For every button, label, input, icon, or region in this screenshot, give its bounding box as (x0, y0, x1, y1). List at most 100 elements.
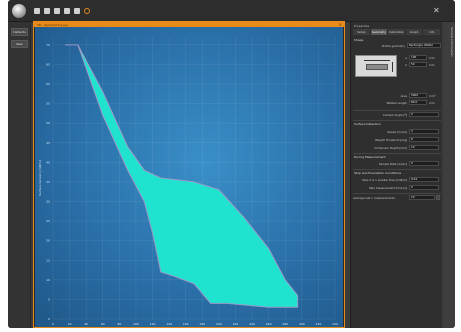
side-tab-label: Sample Information (450, 27, 454, 57)
section-surface-detection: Surface Detection (354, 122, 381, 126)
defaults-button[interactable]: Defaults (11, 28, 28, 36)
y-tick-label: 25 (46, 219, 50, 223)
divider (353, 193, 441, 194)
side-tab[interactable]: Sample Information (444, 22, 455, 328)
tab-geometry[interactable]: Geometry (370, 29, 389, 35)
plot-title-bar[interactable]: 3D - Spectral Survey × (34, 22, 344, 27)
x-tick-label: 40 (84, 322, 88, 326)
max-time-field[interactable]: 0 (409, 185, 439, 190)
wetted-length-field[interactable]: 80.0 (409, 100, 427, 105)
x-tick-label: 180 (199, 322, 205, 326)
width-label: a (405, 56, 407, 60)
y-tick-label: 45 (46, 141, 50, 145)
settings-icon[interactable] (84, 8, 90, 14)
y-tick-label: 5 (48, 297, 50, 301)
width-unit: mm (429, 56, 435, 60)
tab-calibration[interactable]: Calibration (388, 29, 406, 35)
height-label: b (405, 63, 407, 67)
y-tick-label: 30 (46, 200, 50, 204)
area-series-0[interactable] (64, 44, 299, 308)
sample-rate-field[interactable]: 0 (409, 161, 439, 166)
plot-title: 3D - Spectral Survey (37, 22, 68, 27)
tab-setup[interactable]: Setup (353, 29, 371, 35)
x-tick-label: 120 (150, 322, 156, 326)
divider (353, 110, 441, 111)
average-stepper[interactable] (436, 195, 440, 200)
export-icon[interactable] (64, 8, 70, 14)
x-tick-label: 280 (282, 322, 288, 326)
x-tick-label: 220 (233, 322, 239, 326)
x-tick-label: 80 (117, 322, 121, 326)
plot-window: 3D - Spectral Survey × 0 20 40 60 80 100 120 14… (33, 21, 345, 328)
property-tabs: Setup Geometry Calibration Graph Info (353, 29, 441, 35)
x-tick-label: 0 (52, 322, 54, 326)
x-tick-label: 60 (101, 322, 105, 326)
y-tick-label: 20 (46, 239, 50, 243)
tab-graph[interactable]: Graph (405, 29, 424, 35)
weight-threshold-label: Weight Threshold [mg] (375, 138, 407, 142)
logo-icon[interactable] (12, 4, 26, 18)
left-rail: Defaults New (8, 22, 31, 328)
sample-rate-label: Sample Rate [1/sec] (378, 162, 407, 166)
plot-area[interactable]: 0 20 40 60 80 100 120 140 160 180 200 220 240 260 280 3… (35, 27, 343, 327)
plate-shape (366, 64, 388, 70)
immersion-depth-field[interactable]: 10 (409, 145, 439, 150)
plot-close-icon[interactable]: × (338, 22, 342, 27)
divider (353, 169, 441, 170)
x-tick-label: 200 (216, 322, 222, 326)
app-window: ✕ Defaults New 3D - Spectral Survey × 0 2… (8, 0, 455, 328)
contact-angle-label: Contact Angle [º] (382, 113, 407, 117)
x-tick-label: 240 (249, 322, 255, 326)
section-stop-conditions: Stop and Evaluation Conditions (354, 171, 402, 175)
height-unit: mm (429, 63, 435, 67)
y-axis-label: Surface tension [mN/m] (38, 160, 42, 196)
new-button[interactable]: New (11, 40, 28, 48)
section-shape: Shape (354, 38, 364, 42)
height-dimension (392, 62, 393, 72)
y-tick-label: 55 (46, 102, 50, 106)
wetted-length-unit: mm (429, 101, 435, 105)
profile-select[interactable]: Rectangle (Plate) (407, 43, 441, 48)
tab-info[interactable]: Info (423, 29, 441, 35)
weight-threshold-field[interactable]: 8 (409, 137, 439, 142)
save-icon[interactable] (54, 8, 60, 14)
x-tick-label: 340 (332, 322, 338, 326)
y-tick-label: 65 (46, 62, 50, 66)
wetted-length-label: Wetted Length (386, 101, 407, 105)
profile-label: Profile geometry (381, 44, 405, 48)
top-toolbar: ✕ (8, 0, 455, 22)
width-field[interactable]: 100 (409, 55, 427, 60)
height-field[interactable]: 50 (409, 62, 427, 67)
y-tick-label: 70 (46, 43, 50, 47)
area-label: Area (400, 94, 407, 98)
contact-angle-field[interactable]: 0 (409, 112, 439, 117)
area-field[interactable]: 5000 (409, 93, 427, 98)
y-tick-label: 40 (46, 160, 50, 164)
speed-field[interactable]: 3 (409, 129, 439, 134)
divider (353, 153, 441, 154)
y-tick-label: 50 (46, 121, 50, 125)
x-tick-label: 260 (266, 322, 272, 326)
chart: 0 20 40 60 80 100 120 140 160 180 200 220 240 260 280 3… (38, 37, 338, 326)
y-tick-label: 15 (46, 258, 50, 262)
close-icon[interactable]: ✕ (433, 6, 440, 15)
x-tick-label: 20 (68, 322, 72, 326)
x-tick-label: 160 (183, 322, 189, 326)
average-field[interactable]: 10 (409, 195, 435, 200)
width-dimension (364, 60, 390, 61)
x-tick-label: 320 (316, 322, 322, 326)
stop-condition-field[interactable]: 0.01 (409, 177, 439, 182)
max-time-label: Max measurement time [s] (369, 186, 407, 190)
x-tick-label: 300 (299, 322, 305, 326)
section-during-measurement: During Measurement (354, 155, 386, 159)
y-tick-label: 35 (46, 180, 50, 184)
immersion-depth-label: Immersion Depth [mm] (374, 146, 407, 150)
x-tick-label: 100 (133, 322, 139, 326)
y-tick-label: 60 (46, 82, 50, 86)
y-tick-label: 0 (48, 317, 50, 321)
stop-condition-label: Stop if ≤ n smaller than [mN/m] (362, 178, 407, 182)
new-icon[interactable] (34, 8, 40, 14)
print-icon[interactable] (74, 8, 80, 14)
area-unit: mm² (429, 94, 436, 98)
open-icon[interactable] (44, 8, 50, 14)
